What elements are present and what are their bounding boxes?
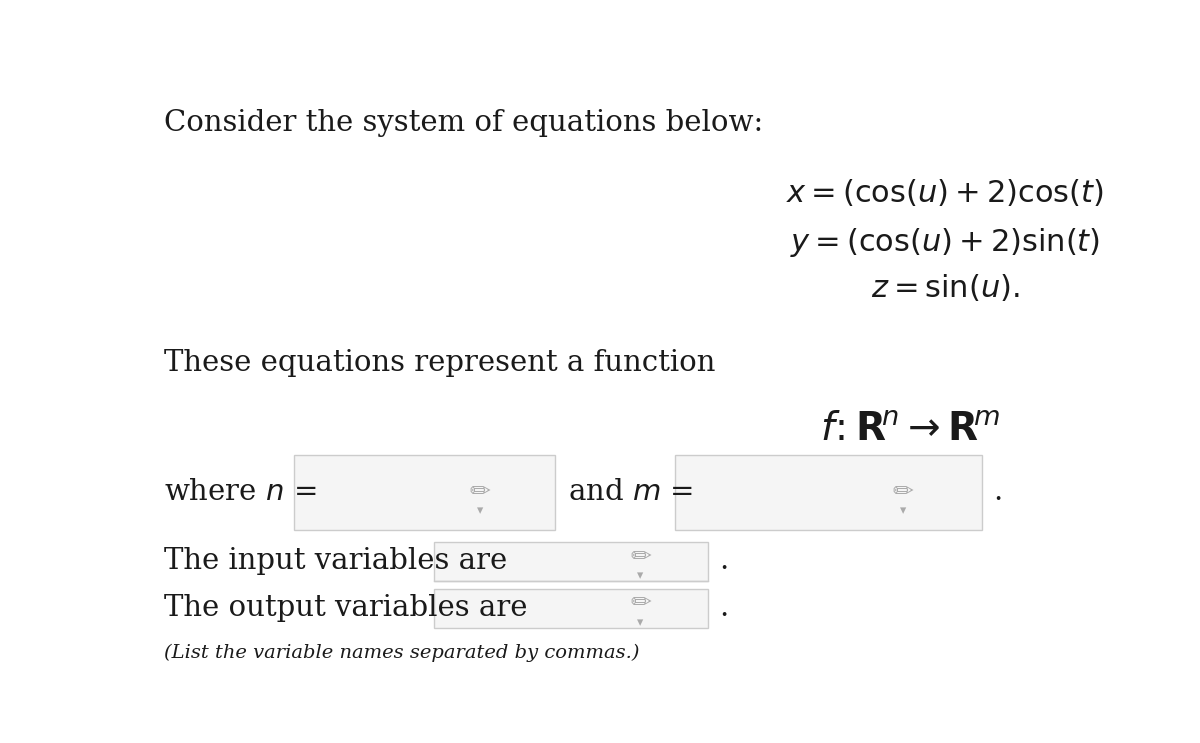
FancyBboxPatch shape	[676, 455, 983, 530]
Text: The output variables are: The output variables are	[164, 594, 528, 622]
Text: .: .	[719, 547, 728, 575]
Text: ✏: ✏	[893, 481, 914, 504]
Text: These equations represent a function: These equations represent a function	[164, 349, 715, 377]
Text: .: .	[719, 594, 728, 622]
Text: Consider the system of equations below:: Consider the system of equations below:	[164, 109, 763, 137]
Text: ▾: ▾	[637, 616, 643, 629]
Text: $x = \left(\cos(u)+2\right)\cos(t)$: $x = \left(\cos(u)+2\right)\cos(t)$	[786, 178, 1104, 209]
Text: ✏: ✏	[469, 481, 491, 504]
Text: $y = \left(\cos(u)+2\right)\sin(t)$: $y = \left(\cos(u)+2\right)\sin(t)$	[790, 227, 1100, 259]
Text: .: .	[994, 478, 1003, 507]
FancyBboxPatch shape	[433, 542, 708, 580]
Text: ▾: ▾	[478, 504, 484, 517]
Text: The input variables are: The input variables are	[164, 547, 508, 575]
Text: $\mathit{f}\!:\mathbf{R}^{\!\mathit{n}} \rightarrow \mathbf{R}^{\!\mathit{m}}$: $\mathit{f}\!:\mathbf{R}^{\!\mathit{n}} …	[820, 412, 1000, 450]
FancyBboxPatch shape	[294, 455, 554, 530]
FancyBboxPatch shape	[433, 588, 708, 628]
Text: ✏: ✏	[630, 591, 652, 615]
Text: (List the variable names separated by commas.): (List the variable names separated by co…	[164, 644, 640, 662]
Text: where $\mathit{n}$ =: where $\mathit{n}$ =	[164, 478, 317, 507]
Text: ✏: ✏	[630, 545, 652, 568]
Text: ▾: ▾	[637, 569, 643, 582]
Text: ▾: ▾	[900, 504, 906, 517]
Text: and $\mathit{m}$ =: and $\mathit{m}$ =	[569, 478, 694, 507]
Text: $z = \sin(u).$: $z = \sin(u).$	[871, 273, 1020, 305]
